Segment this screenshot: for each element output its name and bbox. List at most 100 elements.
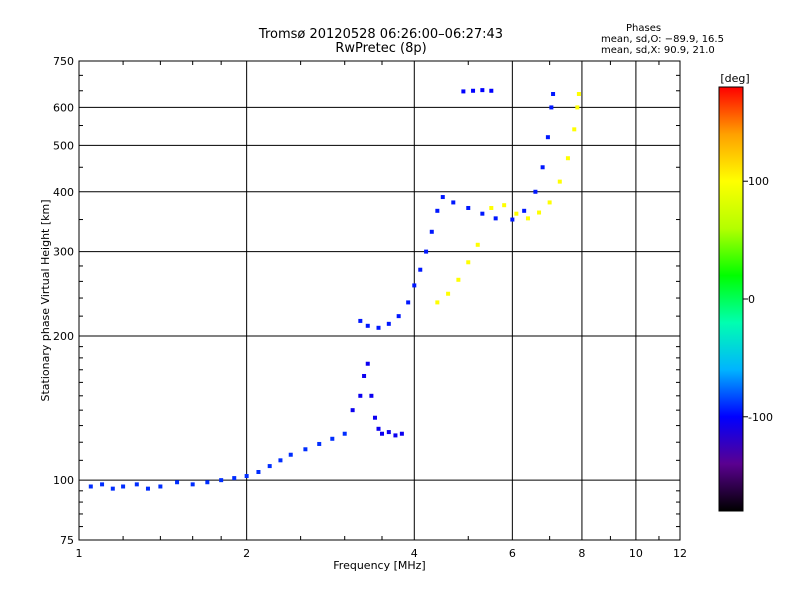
data-point xyxy=(358,393,363,398)
plot-frame xyxy=(78,60,681,541)
data-point xyxy=(362,373,367,378)
data-point xyxy=(219,478,224,483)
data-point xyxy=(278,458,283,463)
data-point xyxy=(376,325,381,330)
data-point xyxy=(317,441,322,446)
data-point xyxy=(399,431,404,436)
data-point xyxy=(537,210,542,215)
colorbar-label: [deg] xyxy=(720,72,749,85)
y-tick-label: 400 xyxy=(53,186,74,199)
data-point xyxy=(525,216,530,221)
data-point xyxy=(358,318,363,323)
data-point xyxy=(514,211,519,216)
data-point xyxy=(493,216,498,221)
data-point xyxy=(376,426,381,431)
data-point xyxy=(547,200,552,205)
x-tick-label: 6 xyxy=(509,547,516,560)
colorbar-tick-label: 0 xyxy=(748,293,755,306)
data-point xyxy=(456,277,461,282)
data-point xyxy=(330,436,335,441)
data-point xyxy=(480,211,485,216)
x-tick-label: 8 xyxy=(578,547,585,560)
data-point xyxy=(393,433,398,438)
data-point xyxy=(466,260,471,265)
y-tick-label: 75 xyxy=(60,534,74,547)
data-point xyxy=(88,484,93,489)
data-point xyxy=(256,469,261,474)
data-point xyxy=(145,486,150,491)
data-point xyxy=(565,156,570,161)
data-point xyxy=(412,283,417,288)
data-point xyxy=(406,300,411,305)
data-point xyxy=(545,135,550,140)
title-line-1: Tromsø 20120528 06:26:00–06:27:43 xyxy=(258,27,504,42)
data-point xyxy=(365,323,370,328)
data-point xyxy=(471,88,476,93)
colorbar xyxy=(718,86,744,512)
data-point xyxy=(396,314,401,319)
data-point xyxy=(489,205,494,210)
data-point xyxy=(549,105,554,110)
data-point xyxy=(175,480,180,485)
data-point xyxy=(572,127,577,132)
data-point xyxy=(350,408,355,413)
data-point xyxy=(475,242,480,247)
phases-x-mode: mean, sd,X: 90.9, 21.0 xyxy=(601,45,715,56)
data-point xyxy=(466,205,471,210)
data-point xyxy=(510,217,515,222)
data-point xyxy=(551,91,556,96)
data-point xyxy=(244,474,249,479)
y-tick-label: 300 xyxy=(53,246,74,259)
data-point xyxy=(379,431,384,436)
y-tick-label: 600 xyxy=(53,101,74,114)
data-point xyxy=(575,105,580,110)
data-point xyxy=(502,203,507,208)
data-point xyxy=(386,321,391,326)
data-point xyxy=(435,208,440,213)
data-point xyxy=(365,361,370,366)
data-point xyxy=(440,195,445,200)
data-point xyxy=(190,482,195,487)
x-tick-label: 10 xyxy=(629,547,643,560)
data-point xyxy=(342,431,347,436)
data-point xyxy=(369,393,374,398)
data-point xyxy=(267,464,272,469)
phases-o-mode: mean, sd,O: −89.9, 16.5 xyxy=(601,34,724,45)
data-point xyxy=(451,200,456,205)
data-point xyxy=(232,476,237,481)
x-tick-label: 12 xyxy=(673,547,687,560)
data-point xyxy=(121,484,126,489)
colorbar-tick-label: -100 xyxy=(748,411,773,424)
y-tick-label: 500 xyxy=(53,139,74,152)
y-axis-label: Stationary phase Virtual Height [km] xyxy=(39,199,52,401)
data-point xyxy=(435,300,440,305)
data-point xyxy=(533,189,538,194)
data-point xyxy=(522,208,527,213)
data-point xyxy=(480,88,485,93)
colorbar-tick-label: 100 xyxy=(748,175,769,188)
x-tick-label: 2 xyxy=(243,547,250,560)
data-point xyxy=(205,480,210,485)
data-point xyxy=(372,415,377,420)
data-point xyxy=(557,179,562,184)
data-point xyxy=(446,291,451,296)
data-point xyxy=(461,89,466,94)
y-tick-label: 100 xyxy=(53,474,74,487)
y-tick-label: 750 xyxy=(53,55,74,68)
y-tick-label: 200 xyxy=(53,330,74,343)
title-line-2: RwPretec (8p) xyxy=(335,41,427,56)
data-point xyxy=(418,267,423,272)
data-point xyxy=(303,447,308,452)
data-point xyxy=(429,229,434,234)
data-point xyxy=(540,165,545,170)
data-point xyxy=(576,91,581,96)
data-point xyxy=(110,486,115,491)
data-point xyxy=(288,452,293,457)
data-point xyxy=(158,484,163,489)
data-point xyxy=(100,482,105,487)
data-point xyxy=(134,482,139,487)
x-tick-label: 1 xyxy=(76,547,83,560)
x-axis-label: Frequency [MHz] xyxy=(333,559,425,572)
